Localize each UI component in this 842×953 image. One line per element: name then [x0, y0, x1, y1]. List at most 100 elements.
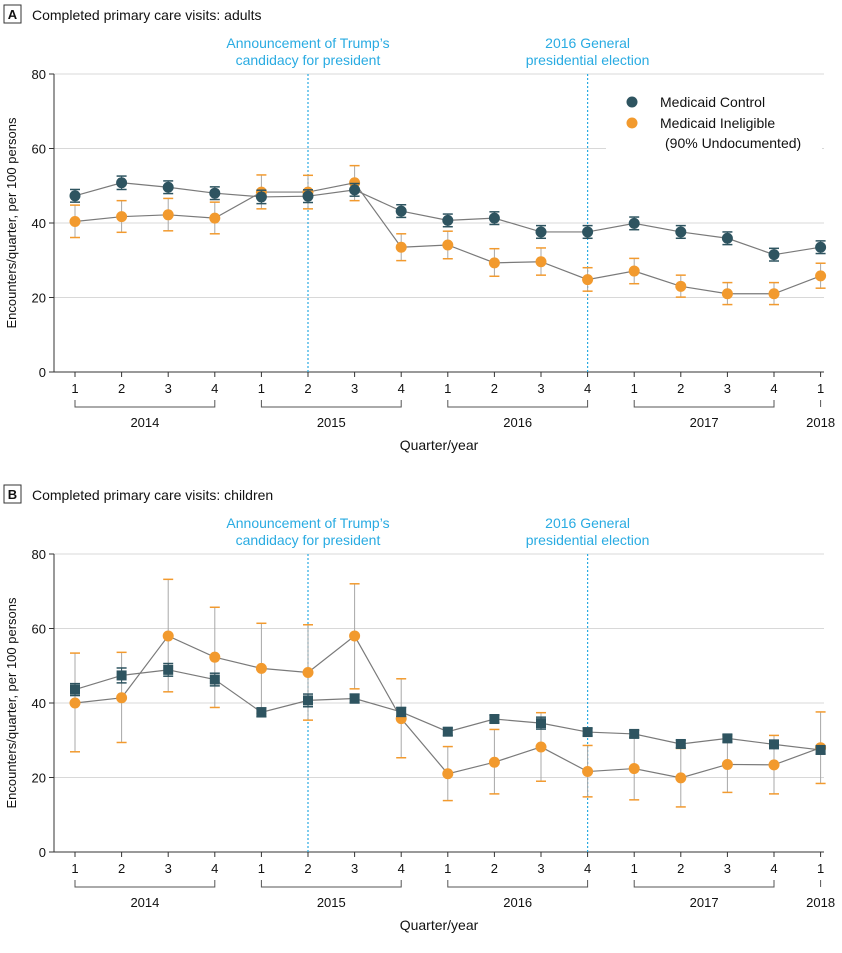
medicaid-ineligible-point — [69, 697, 81, 709]
medicaid-control-point — [255, 191, 267, 203]
medicaid-control-point — [628, 217, 640, 229]
medicaid-control-point — [535, 226, 547, 238]
x-tick-label: 2 — [677, 381, 684, 396]
y-tick-label: 80 — [32, 547, 46, 562]
x-tick-label: 2 — [304, 861, 311, 876]
event-label: candidacy for president — [236, 52, 381, 68]
year-bracket — [74, 400, 216, 408]
medicaid-control-point — [256, 707, 267, 718]
medicaid-control-point — [209, 674, 220, 685]
year-label: 2018 — [806, 895, 835, 910]
event-label: 2016 General — [545, 515, 630, 531]
medicaid-control-point — [116, 670, 127, 681]
panel-letter-box — [3, 484, 22, 504]
x-tick-label: 3 — [537, 381, 544, 396]
x-tick-label: 3 — [351, 381, 358, 396]
medicaid-control-point — [489, 714, 500, 725]
event-label: Announcement of Trump’s — [226, 35, 389, 51]
medicaid-ineligible-point — [488, 257, 500, 269]
medicaid-control-point — [629, 728, 640, 739]
x-tick-label: 1 — [817, 381, 824, 396]
medicaid-ineligible-point — [209, 651, 221, 663]
x-tick-label: 3 — [724, 861, 731, 876]
x-tick-label: 1 — [631, 381, 638, 396]
x-tick-label: 4 — [398, 381, 405, 396]
year-bracket — [260, 400, 402, 408]
x-tick-label: 4 — [770, 861, 777, 876]
x-tick-label: 2 — [118, 381, 125, 396]
y-tick-label: 40 — [32, 696, 46, 711]
legend-marker-ineligible — [626, 117, 638, 129]
medicaid-control-point — [815, 744, 826, 755]
y-axis-label: Encounters/quarter, per 100 persons — [4, 597, 19, 809]
x-tick-label: 4 — [584, 381, 591, 396]
y-tick-label: 60 — [32, 142, 46, 157]
medicaid-control-point — [582, 727, 593, 738]
medicaid-ineligible-point — [582, 766, 594, 778]
medicaid-control-point — [349, 184, 361, 196]
year-label: 2014 — [130, 415, 159, 430]
medicaid-control-point — [722, 733, 733, 744]
x-tick-label: 3 — [537, 861, 544, 876]
legend-marker-control — [626, 96, 638, 108]
medicaid-control-point — [396, 706, 407, 717]
medicaid-control-point — [721, 232, 733, 244]
panel-title: Completed primary care visits: adults — [32, 7, 262, 23]
year-bracket — [633, 880, 775, 888]
medicaid-ineligible-point — [488, 756, 500, 768]
year-bracket — [633, 400, 775, 408]
medicaid-control-point — [209, 187, 221, 199]
x-tick-label: 4 — [398, 861, 405, 876]
medicaid-control-point — [768, 249, 780, 261]
medicaid-ineligible-point — [209, 212, 221, 224]
medicaid-ineligible-point — [721, 758, 733, 770]
legend-box — [606, 84, 822, 150]
medicaid-ineligible-point — [535, 256, 547, 268]
medicaid-ineligible-point — [162, 209, 174, 221]
medicaid-ineligible-point — [535, 741, 547, 753]
year-label: 2017 — [690, 415, 719, 430]
x-tick-label: 2 — [677, 861, 684, 876]
medicaid-control-point — [582, 226, 594, 238]
medicaid-ineligible-point — [815, 270, 827, 282]
medicaid-ineligible-point — [768, 288, 780, 300]
year-bracket — [447, 880, 589, 888]
medicaid-ineligible-point — [628, 763, 640, 775]
medicaid-ineligible-point — [162, 630, 174, 642]
legend-label-control: Medicaid Control — [660, 94, 765, 110]
year-label: 2014 — [130, 895, 159, 910]
medicaid-ineligible-point — [582, 274, 594, 286]
medicaid-control-point — [815, 241, 827, 253]
year-bracket — [260, 880, 402, 888]
x-tick-label: 3 — [165, 861, 172, 876]
x-tick-label: 1 — [71, 861, 78, 876]
panel-letter: B — [8, 487, 17, 502]
event-label: Announcement of Trump’s — [226, 515, 389, 531]
y-tick-label: 40 — [32, 216, 46, 231]
series-line — [74, 669, 821, 751]
medicaid-ineligible-point — [768, 759, 780, 771]
x-tick-label: 4 — [770, 381, 777, 396]
medicaid-ineligible-point — [302, 666, 314, 678]
medicaid-ineligible-point — [255, 662, 267, 674]
event-label: candidacy for president — [236, 532, 381, 548]
x-tick-label: 1 — [631, 861, 638, 876]
panel-letter: A — [8, 7, 18, 22]
medicaid-control-point — [302, 190, 314, 202]
medicaid-ineligible-point — [675, 772, 687, 784]
medicaid-control-point — [536, 718, 546, 729]
x-tick-label: 3 — [165, 381, 172, 396]
legend-note-ineligible: (90% Undocumented) — [665, 135, 801, 151]
medicaid-ineligible-point — [442, 768, 454, 780]
medicaid-ineligible-point — [442, 239, 454, 251]
medicaid-control-point — [303, 695, 313, 706]
year-bracket — [74, 880, 216, 888]
medicaid-control-point — [442, 726, 453, 737]
x-tick-label: 1 — [444, 381, 451, 396]
medicaid-control-point — [162, 181, 174, 193]
medicaid-control-point — [349, 693, 360, 704]
year-label: 2018 — [806, 415, 835, 430]
medicaid-control-point — [442, 214, 454, 226]
medicaid-ineligible-point — [628, 265, 640, 277]
panel-letter-box — [3, 4, 22, 24]
